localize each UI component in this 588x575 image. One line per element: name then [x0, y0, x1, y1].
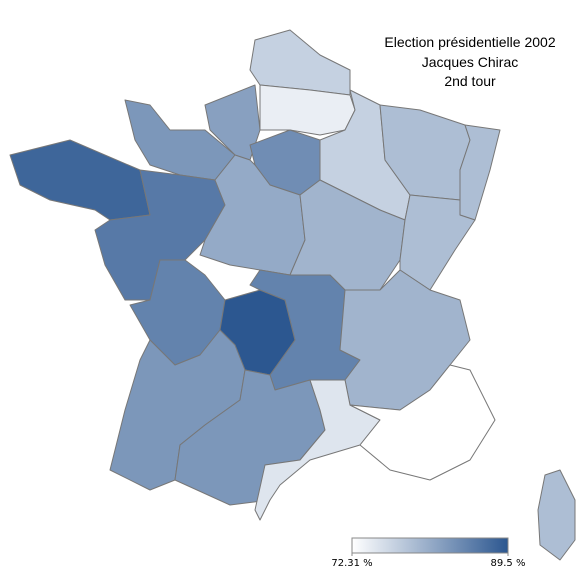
regions	[9, 29, 576, 561]
region	[9, 139, 151, 221]
title-line: Election présidentielle 2002	[384, 34, 555, 50]
title-line: Jacques Chirac	[422, 54, 519, 70]
title-line: 2nd tour	[444, 73, 496, 89]
region	[537, 469, 576, 561]
region	[349, 364, 496, 481]
region	[399, 194, 476, 291]
colorbar-label: 72.31 %	[331, 558, 372, 569]
colorbar-label: 89.5 %	[491, 558, 526, 569]
region	[289, 179, 406, 291]
colorbar	[351, 537, 509, 554]
